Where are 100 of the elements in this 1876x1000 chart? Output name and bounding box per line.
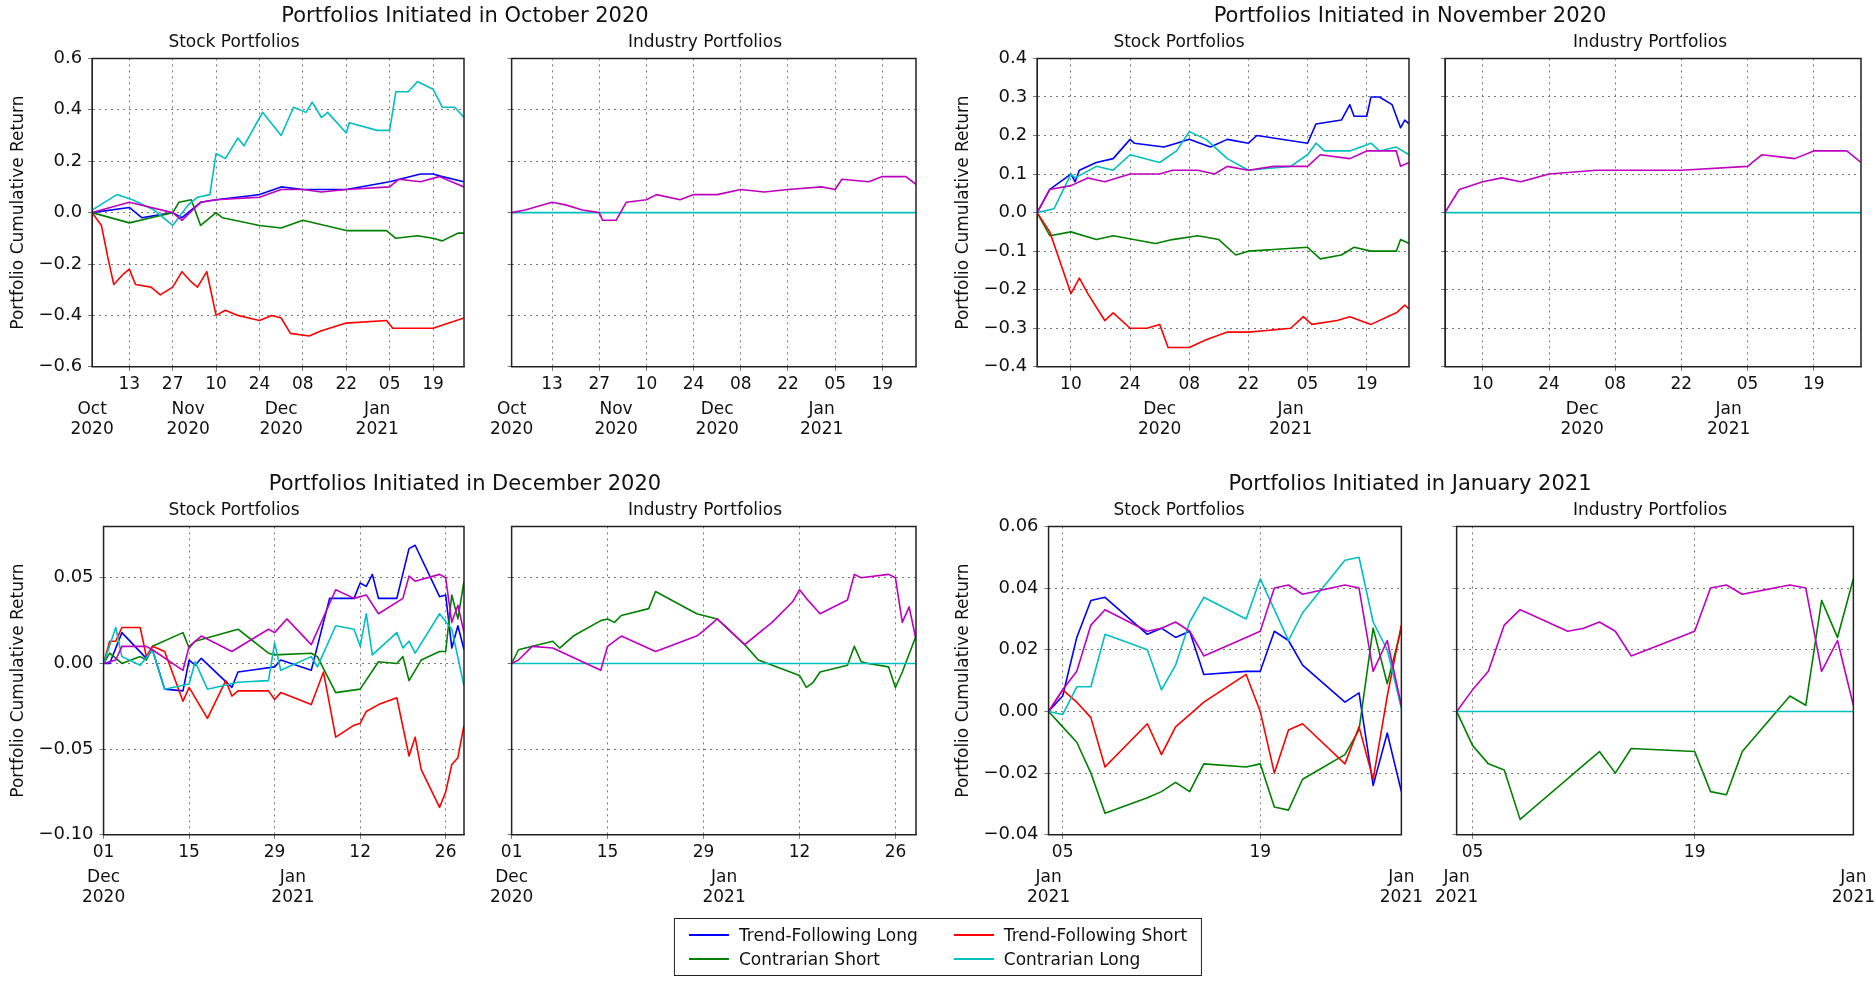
y-tick-label: 0.6 bbox=[53, 46, 83, 68]
y-axis-title: Portfolio Cumulative Return bbox=[6, 95, 27, 330]
y-tick-label: 0.06 bbox=[998, 514, 1039, 536]
x2-tick-label: Dec 2020 bbox=[695, 397, 739, 439]
y-tick-label: 0.02 bbox=[998, 637, 1039, 659]
y-tick-label: −0.05 bbox=[38, 736, 94, 758]
x-tick-label: 05 bbox=[1461, 841, 1484, 862]
x-tick-label: 19 bbox=[1355, 373, 1378, 394]
x-tick-label: 22 bbox=[777, 373, 799, 394]
x-tick-label: 22 bbox=[1237, 373, 1260, 394]
y-tick-label: 0.00 bbox=[53, 651, 94, 673]
x-tick-label: 10 bbox=[205, 373, 227, 394]
chart-title: Portfolios Initiated in November 2020 bbox=[1212, 2, 1608, 29]
y-tick-label: −0.02 bbox=[983, 760, 1039, 782]
x-tick-label: 22 bbox=[1670, 373, 1693, 394]
y-tick-label: −0.3 bbox=[983, 315, 1028, 337]
x-tick-label: 08 bbox=[729, 373, 752, 394]
x-tick-label: 29 bbox=[692, 841, 715, 862]
y-tick-label: −0.4 bbox=[983, 354, 1028, 376]
chart-title: Portfolios Initiated in October 2020 bbox=[280, 2, 650, 29]
chart-subtitle: Industry Portfolios bbox=[627, 498, 783, 519]
x2-tick-label: Dec 2020 bbox=[259, 397, 303, 439]
y-tick-label: 0.0 bbox=[998, 200, 1028, 222]
x2-tick-label: Oct 2020 bbox=[490, 397, 534, 439]
x2-tick-label: Jan 2021 bbox=[355, 397, 399, 439]
y-tick-label: −0.4 bbox=[38, 303, 83, 325]
chart-title: Portfolios Initiated in December 2020 bbox=[267, 470, 663, 497]
x-tick-label: 19 bbox=[422, 373, 444, 394]
x2-tick-label: Jan 2021 bbox=[702, 865, 746, 907]
x2-tick-label: Dec 2020 bbox=[1138, 397, 1182, 439]
y-tick-label: 0.2 bbox=[53, 148, 83, 170]
x-tick-label: 08 bbox=[1178, 373, 1201, 394]
y-tick-label: 0.2 bbox=[998, 123, 1028, 145]
y-tick-label: 0.1 bbox=[998, 161, 1028, 183]
x-tick-label: 19 bbox=[1683, 841, 1706, 862]
y-tick-label: 0.00 bbox=[998, 699, 1039, 721]
x-tick-label: 12 bbox=[788, 841, 811, 862]
x2-tick-label: Dec 2020 bbox=[1560, 397, 1604, 439]
x-tick-label: 13 bbox=[541, 373, 563, 394]
x-tick-label: 01 bbox=[92, 841, 115, 862]
chart-subtitle: Industry Portfolios bbox=[1572, 498, 1728, 519]
x2-tick-label: Jan 2021 bbox=[1831, 865, 1875, 907]
x2-tick-label: Jan 2021 bbox=[1269, 397, 1313, 439]
chart-subtitle: Stock Portfolios bbox=[1113, 30, 1245, 51]
y-tick-label: −0.6 bbox=[38, 354, 83, 376]
x-tick-label: 05 bbox=[1051, 841, 1074, 862]
x-tick-label: 05 bbox=[378, 373, 401, 394]
x2-tick-label: Jan 2021 bbox=[1379, 865, 1423, 907]
legend-label: Contrarian Long bbox=[1003, 949, 1141, 969]
y-tick-label: −0.2 bbox=[38, 251, 83, 273]
chart-subtitle: Stock Portfolios bbox=[168, 498, 300, 519]
chart-subtitle: Industry Portfolios bbox=[627, 30, 783, 51]
x2-tick-label: Nov 2020 bbox=[166, 397, 210, 439]
legend-label: Trend-Following Short bbox=[1003, 925, 1188, 945]
x-tick-label: 29 bbox=[263, 841, 286, 862]
y-tick-label: 0.04 bbox=[998, 575, 1039, 597]
x-tick-label: 08 bbox=[292, 373, 314, 394]
x2-tick-label: Jan 2021 bbox=[1707, 397, 1751, 439]
x-tick-label: 10 bbox=[1060, 373, 1082, 394]
y-tick-label: 0.0 bbox=[53, 200, 83, 222]
x2-tick-label: Oct 2020 bbox=[70, 397, 114, 439]
chart-subtitle: Stock Portfolios bbox=[168, 30, 300, 51]
y-tick-label: −0.10 bbox=[38, 822, 94, 844]
y-tick-label: 0.4 bbox=[998, 46, 1028, 68]
y-tick-label: 0.05 bbox=[53, 565, 94, 587]
x-tick-label: 10 bbox=[635, 373, 658, 394]
x2-tick-label: Nov 2020 bbox=[594, 397, 638, 439]
chart-subtitle: Industry Portfolios bbox=[1572, 30, 1728, 51]
x-tick-label: 24 bbox=[1119, 373, 1141, 394]
x-tick-label: 19 bbox=[871, 373, 894, 394]
x2-tick-label: Jan 2021 bbox=[800, 397, 844, 439]
y-tick-label: −0.2 bbox=[983, 277, 1028, 299]
x-tick-label: 26 bbox=[884, 841, 907, 862]
x-tick-label: 01 bbox=[500, 841, 523, 862]
y-tick-label: −0.04 bbox=[983, 822, 1039, 844]
x-tick-label: 05 bbox=[1736, 373, 1759, 394]
x2-tick-label: Dec 2020 bbox=[81, 865, 126, 907]
y-tick-label: 0.4 bbox=[53, 97, 83, 119]
x-tick-label: 24 bbox=[1538, 373, 1560, 394]
legend-label: Contrarian Short bbox=[738, 949, 880, 969]
x-tick-label: 10 bbox=[1472, 373, 1494, 394]
chart-subtitle: Stock Portfolios bbox=[1113, 498, 1245, 519]
x-tick-label: 12 bbox=[349, 841, 371, 862]
x-tick-label: 24 bbox=[682, 373, 705, 394]
x-tick-label: 15 bbox=[178, 841, 200, 862]
x-tick-label: 05 bbox=[824, 373, 846, 394]
x-tick-label: 19 bbox=[1249, 841, 1272, 862]
x2-tick-label: Dec 2020 bbox=[490, 865, 534, 907]
y-axis-title: Portfolio Cumulative Return bbox=[6, 563, 27, 798]
y-axis-title: Portfolio Cumulative Return bbox=[951, 95, 972, 330]
x2-tick-label: Jan 2021 bbox=[271, 865, 315, 907]
x-tick-label: 13 bbox=[118, 373, 141, 394]
y-tick-label: −0.1 bbox=[983, 238, 1028, 260]
x-tick-label: 26 bbox=[434, 841, 457, 862]
x-tick-label: 19 bbox=[1802, 373, 1825, 394]
x-tick-label: 05 bbox=[1296, 373, 1319, 394]
x-tick-label: 27 bbox=[161, 373, 184, 394]
y-axis-title: Portfolio Cumulative Return bbox=[951, 563, 972, 798]
x-tick-label: 27 bbox=[588, 373, 611, 394]
x-tick-label: 15 bbox=[596, 841, 619, 862]
